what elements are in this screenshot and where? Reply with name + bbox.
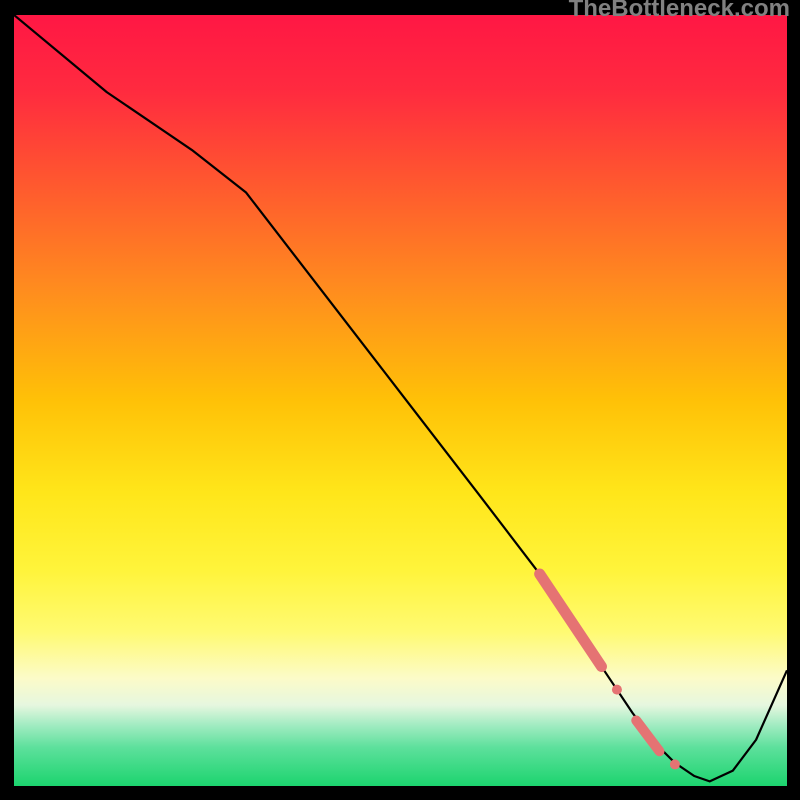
plot-area [14,15,787,786]
highlight-dot-3 [670,759,680,769]
bottleneck-chart: TheBottleneck.com [0,0,800,800]
gradient-background [14,15,787,786]
watermark-text: TheBottleneck.com [569,0,790,23]
highlight-dot-1 [612,685,622,695]
